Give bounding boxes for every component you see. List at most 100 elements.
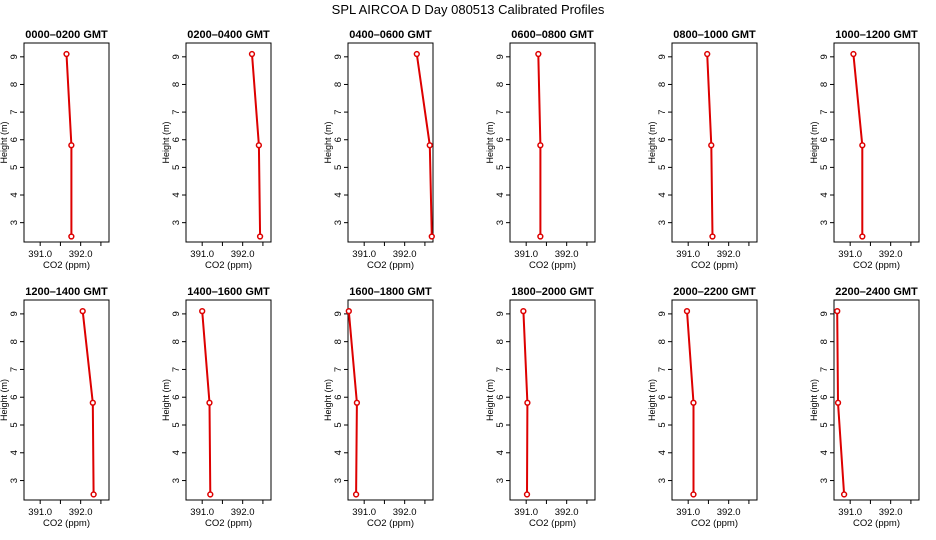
- y-tick-label: 5: [657, 165, 668, 170]
- data-point: [690, 399, 697, 406]
- data-point: [840, 491, 848, 498]
- data-point: [834, 307, 841, 315]
- page-title: SPL AIRCOA D Day 080513 Calibrated Profi…: [331, 2, 605, 17]
- y-tick-label: 6: [333, 395, 344, 400]
- y-tick-label: 8: [495, 82, 506, 87]
- data-point: [859, 233, 866, 240]
- y-axis-label: Height (m): [323, 121, 333, 163]
- y-tick-label: 6: [333, 137, 344, 142]
- y-tick-label: 8: [819, 339, 830, 344]
- y-tick-label: 8: [819, 82, 830, 87]
- data-point: [523, 491, 531, 498]
- data-point: [683, 307, 691, 315]
- y-tick-label: 5: [819, 422, 830, 427]
- y-tick-label: 8: [333, 339, 344, 344]
- x-tick-label: 392.0: [393, 249, 417, 260]
- plot-frame: [185, 299, 272, 501]
- panel-title: 2000–2200 GMT: [673, 286, 756, 298]
- data-point: [690, 491, 697, 498]
- data-point: [199, 307, 206, 315]
- plot-frame: [671, 42, 758, 243]
- panel-title: 1000–1200 GMT: [835, 29, 918, 41]
- y-tick-label: 8: [9, 82, 20, 87]
- y-tick-label: 4: [657, 450, 668, 455]
- x-tick-label: 392.0: [69, 249, 93, 260]
- x-tick-label: 391.0: [352, 249, 376, 260]
- y-tick-label: 3: [333, 220, 344, 225]
- y-tick-label: 9: [333, 54, 344, 59]
- x-tick-label: 391.0: [676, 507, 700, 518]
- y-axis-label: Height (m): [809, 379, 819, 421]
- y-tick-label: 4: [819, 192, 830, 197]
- y-tick-label: 3: [495, 478, 506, 483]
- x-tick-label: 391.0: [190, 249, 214, 260]
- y-tick-label: 7: [333, 367, 344, 372]
- y-tick-label: 4: [333, 192, 344, 197]
- y-tick-label: 7: [657, 109, 668, 114]
- data-point: [426, 142, 433, 149]
- data-point: [535, 50, 542, 58]
- y-tick-label: 9: [495, 54, 506, 59]
- y-tick-label: 6: [495, 137, 506, 142]
- data-point: [68, 233, 75, 240]
- x-tick-label: 392.0: [879, 249, 903, 260]
- plot-frame: [185, 42, 272, 243]
- plot-frame: [509, 42, 596, 243]
- x-tick-label: 392.0: [717, 249, 741, 260]
- x-tick-label: 391.0: [190, 507, 214, 518]
- data-point: [256, 233, 264, 240]
- x-tick-label: 392.0: [69, 507, 93, 518]
- y-axis-label: Height (m): [809, 121, 819, 163]
- x-tick-label: 391.0: [352, 507, 376, 518]
- data-point: [352, 491, 360, 498]
- y-tick-label: 9: [9, 311, 20, 316]
- y-tick-label: 6: [657, 137, 668, 142]
- panel-title: 1600–1800 GMT: [349, 286, 432, 298]
- panel-title: 1800–2000 GMT: [511, 286, 594, 298]
- y-tick-label: 3: [657, 220, 668, 225]
- panel-title: 2200–2400 GMT: [835, 286, 918, 298]
- data-point: [63, 50, 70, 58]
- panel-title: 0800–1000 GMT: [673, 29, 756, 41]
- y-tick-label: 3: [495, 220, 506, 225]
- data-point: [248, 50, 256, 58]
- data-point: [89, 399, 96, 406]
- x-axis-label: CO2 (ppm): [529, 518, 576, 529]
- y-tick-label: 7: [495, 367, 506, 372]
- data-point: [413, 50, 420, 58]
- y-tick-label: 8: [495, 339, 506, 344]
- plot-frame: [833, 42, 920, 243]
- x-tick-label: 391.0: [514, 249, 538, 260]
- y-tick-label: 4: [495, 192, 506, 197]
- panel-title: 0400–0600 GMT: [349, 29, 432, 41]
- data-point: [520, 307, 527, 315]
- data-point: [537, 142, 544, 149]
- y-tick-label: 9: [495, 311, 506, 316]
- y-tick-label: 6: [171, 395, 182, 400]
- x-axis-label: CO2 (ppm): [43, 518, 90, 529]
- data-point: [834, 399, 842, 406]
- x-tick-label: 392.0: [231, 507, 255, 518]
- x-tick-label: 391.0: [676, 249, 700, 260]
- y-axis-label: Height (m): [161, 121, 171, 163]
- y-tick-label: 7: [171, 367, 182, 372]
- y-axis-label: Height (m): [485, 379, 495, 421]
- y-tick-label: 8: [171, 339, 182, 344]
- data-point: [859, 142, 866, 149]
- y-tick-label: 4: [819, 450, 830, 455]
- y-tick-label: 3: [819, 220, 830, 225]
- y-tick-label: 3: [9, 220, 20, 225]
- y-tick-label: 7: [819, 367, 830, 372]
- y-tick-label: 3: [171, 478, 182, 483]
- y-tick-label: 9: [657, 311, 668, 316]
- y-tick-label: 5: [819, 165, 830, 170]
- panel-title: 0600–0800 GMT: [511, 29, 594, 41]
- data-point: [704, 50, 711, 58]
- y-axis-label: Height (m): [485, 121, 495, 163]
- x-axis-label: CO2 (ppm): [691, 518, 738, 529]
- x-tick-label: 392.0: [555, 507, 579, 518]
- data-point: [206, 399, 213, 406]
- y-tick-label: 7: [495, 109, 506, 114]
- y-tick-label: 5: [171, 165, 182, 170]
